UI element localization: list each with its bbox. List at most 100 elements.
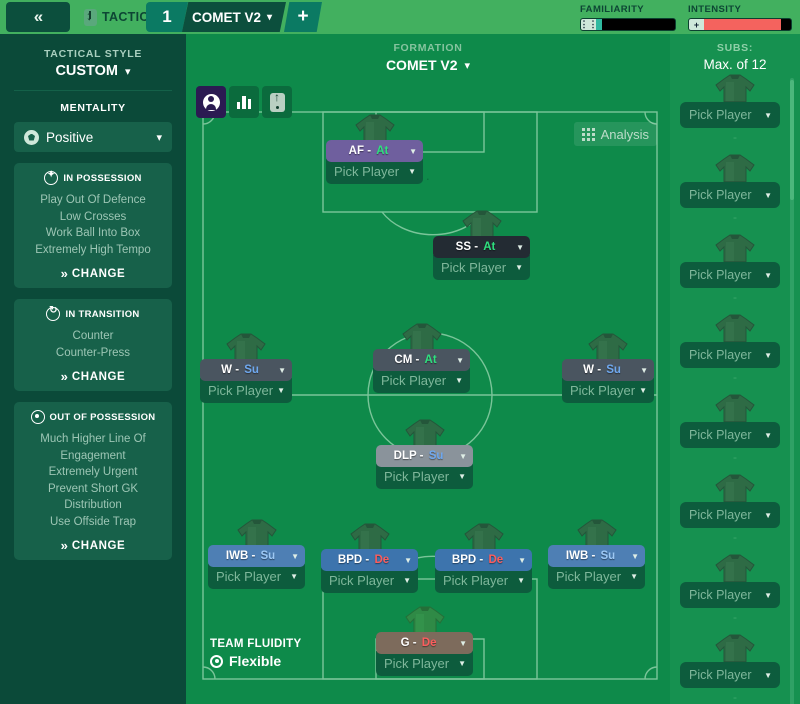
sub-slot[interactable]: Pick Player ▼ - <box>670 72 800 152</box>
phase-title: IN POSSESSION <box>63 172 142 184</box>
add-tactic-button[interactable]: + <box>284 2 322 32</box>
pitch-dot-marker: . <box>426 168 430 183</box>
tactical-style-value: CUSTOM <box>55 63 119 79</box>
pick-player-label: Pick Player <box>689 348 752 362</box>
sub-slot[interactable]: Pick Player ▼ - <box>670 632 800 704</box>
sub-slot[interactable]: Pick Player ▼ - <box>670 392 800 472</box>
tactical-style-dropdown[interactable]: CUSTOM ▾ <box>0 63 186 79</box>
role-selector[interactable]: G - De ▼ <box>376 632 473 654</box>
mentality-dropdown[interactable]: Positive ▾ <box>14 122 172 152</box>
player-card-af-0[interactable]: AF - At ▼ Pick Player ▼ <box>326 114 423 184</box>
phase-instruction: Engagement <box>60 449 126 462</box>
role-selector[interactable]: IWB - Su ▼ <box>208 545 305 567</box>
player-card-w-4[interactable]: W - Su ▼ Pick Player ▼ <box>562 333 654 403</box>
sub-slot[interactable]: Pick Player ▼ - <box>670 232 800 312</box>
role-label: SS - At <box>455 241 496 253</box>
phase-instruction: Counter <box>72 330 114 342</box>
sub-slot[interactable]: Pick Player ▼ - <box>670 312 800 392</box>
role-selector[interactable]: CM - At ▼ <box>373 349 470 371</box>
pick-player-dropdown[interactable]: Pick Player ▼ <box>680 182 780 208</box>
phase-change-button[interactable]: » CHANGE <box>20 266 166 281</box>
player-card-bpd-7[interactable]: BPD - De ▼ Pick Player ▼ <box>321 523 418 593</box>
pick-player-dropdown[interactable]: Pick Player ▼ <box>680 662 780 688</box>
pick-player-dropdown[interactable]: Pick Player ▼ <box>680 502 780 528</box>
role-selector[interactable]: SS - At ▼ <box>433 236 530 258</box>
tactic-slot-number[interactable]: 1 <box>146 2 188 32</box>
pick-player-dropdown[interactable]: Pick Player ▼ <box>433 255 530 280</box>
target-icon <box>210 654 223 668</box>
role-selector[interactable]: BPD - De ▼ <box>435 549 532 571</box>
pick-player-dropdown[interactable]: Pick Player ▼ <box>680 582 780 608</box>
player-card-cm-3[interactable]: CM - At ▼ Pick Player ▼ <box>373 323 470 393</box>
grid-icon <box>581 127 595 141</box>
updown-arrow-icon <box>269 90 285 112</box>
stats-view-button[interactable] <box>229 86 259 118</box>
subs-header: SUBS: Max. of 12 <box>670 34 800 72</box>
player-card-iwb-6[interactable]: IWB - Su ▼ Pick Player ▼ <box>208 519 305 589</box>
role-selector[interactable]: AF - At ▼ <box>326 140 423 162</box>
role-selector[interactable]: IWB - Su ▼ <box>548 545 645 567</box>
pick-player-dropdown[interactable]: Pick Player ▼ <box>376 651 473 676</box>
phase-sections: IN POSSESSION Play Out Of Defence Low Cros… <box>0 163 186 560</box>
phase-change-label: CHANGE <box>71 370 126 383</box>
player-card-dlp-5[interactable]: DLP - Su ▼ Pick Player ▼ <box>376 419 473 489</box>
pick-player-dropdown[interactable]: Pick Player ▼ <box>548 564 645 589</box>
pick-player-dropdown[interactable]: Pick Player ▼ <box>321 568 418 593</box>
analysis-button[interactable]: Analysis <box>573 122 657 146</box>
double-chevron-right-icon: » <box>60 369 68 384</box>
player-card-iwb-9[interactable]: IWB - Su ▼ Pick Player ▼ <box>548 519 645 589</box>
pick-player-dropdown[interactable]: Pick Player ▼ <box>373 368 470 393</box>
phase-change-button[interactable]: » CHANGE <box>20 369 166 384</box>
swap-players-button[interactable] <box>262 86 292 118</box>
role-label: W - Su <box>583 364 621 376</box>
chevron-down-icon: ▼ <box>518 555 526 565</box>
formation-label: FORMATION <box>393 42 463 54</box>
sub-slot[interactable]: Pick Player ▼ - <box>670 152 800 232</box>
role-label: BPD - De <box>337 554 390 566</box>
player-card-w-2[interactable]: W - Su ▼ Pick Player ▼ <box>200 333 292 403</box>
back-button[interactable]: « <box>6 2 70 32</box>
pick-player-dropdown[interactable]: Pick Player ▼ <box>562 378 654 403</box>
phase-header: IN POSSESSION <box>20 169 166 185</box>
pick-player-label: Pick Player <box>384 656 450 671</box>
pick-player-dropdown[interactable]: Pick Player ▼ <box>680 102 780 128</box>
phase-change-button[interactable]: » CHANGE <box>20 538 166 553</box>
pick-player-dropdown[interactable]: Pick Player ▼ <box>680 262 780 288</box>
role-code: W <box>583 364 594 376</box>
pick-player-dropdown[interactable]: Pick Player ▼ <box>376 464 473 489</box>
role-label: G - De <box>400 637 437 649</box>
player-card-bpd-8[interactable]: BPD - De ▼ Pick Player ▼ <box>435 523 532 593</box>
role-code: IWB <box>225 550 249 562</box>
pick-player-dropdown[interactable]: Pick Player ▼ <box>326 159 423 184</box>
sub-slot[interactable]: Pick Player ▼ - <box>670 552 800 632</box>
role-label: W - Su <box>221 364 259 376</box>
duty-code: De <box>421 637 437 649</box>
sub-slot[interactable]: Pick Player ▼ - <box>670 472 800 552</box>
formation-dropdown[interactable]: COMET V2 ▾ <box>186 57 670 73</box>
pick-player-dropdown[interactable]: Pick Player ▼ <box>435 568 532 593</box>
tactical-style-label: TACTICAL STYLE <box>43 48 143 60</box>
bar-chart-icon <box>236 95 252 109</box>
tactic-tab-comet-v2[interactable]: COMET V2 ▾ <box>182 2 286 32</box>
player-profile-view-button[interactable] <box>196 86 226 118</box>
tactical-style-section: TACTICAL STYLE CUSTOM ▾ <box>0 34 186 79</box>
pick-player-dropdown[interactable]: Pick Player ▼ <box>200 378 292 403</box>
intensity-block: INTENSITY + <box>688 4 792 31</box>
pick-player-label: Pick Player <box>689 428 752 442</box>
player-card-ss-1[interactable]: SS - At ▼ Pick Player ▼ <box>433 210 530 280</box>
pick-player-label: Pick Player <box>689 268 752 282</box>
role-code: SS <box>455 241 472 253</box>
role-selector[interactable]: BPD - De ▼ <box>321 549 418 571</box>
role-selector[interactable]: W - Su ▼ <box>200 359 292 381</box>
pick-player-dropdown[interactable]: Pick Player ▼ <box>680 342 780 368</box>
out-of-possession-icon <box>30 410 45 424</box>
role-selector[interactable]: DLP - Su ▼ <box>376 445 473 467</box>
pick-player-dropdown[interactable]: Pick Player ▼ <box>208 564 305 589</box>
pick-player-dropdown[interactable]: Pick Player ▼ <box>680 422 780 448</box>
duty-code: At <box>424 354 437 366</box>
subs-scrollbar-track[interactable] <box>790 78 794 704</box>
subs-scrollbar-thumb[interactable] <box>790 80 794 200</box>
player-card-g-10[interactable]: G - De ▼ Pick Player ▼ <box>376 606 473 676</box>
role-selector[interactable]: W - Su ▼ <box>562 359 654 381</box>
